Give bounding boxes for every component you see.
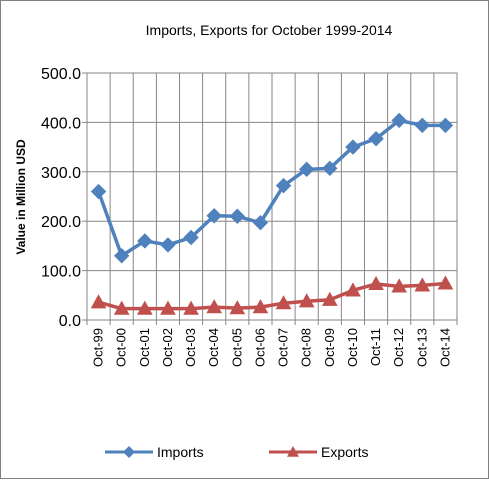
x-tick-label: Oct-01 [137,328,152,367]
series-imports [90,112,454,264]
data-point [345,139,361,155]
data-point [391,278,408,293]
x-tick-label: Oct-10 [345,328,360,367]
y-tick-label: 500.0 [41,66,81,83]
data-point [298,293,315,308]
data-point [160,300,176,315]
data-point [252,299,269,314]
x-tick-label: Oct-09 [322,328,337,367]
data-point [206,208,222,224]
grid [86,72,458,321]
data-point [321,291,338,306]
data-point [229,300,246,315]
series-exports [90,275,454,315]
legend: Imports Exports [105,444,368,460]
y-tick-label: 100.0 [41,264,81,281]
legend-exports-label: Exports [321,444,368,460]
data-point [275,295,292,310]
series-layer [90,112,454,315]
x-tick-label: Oct-14 [437,328,452,367]
data-point [252,214,269,231]
data-point [90,183,107,200]
x-tick-label: Oct-13 [414,328,429,367]
x-tick-label: Oct-11 [368,328,383,366]
data-point [229,208,246,224]
chart-title: Imports, Exports for October 1999-2014 [146,22,393,38]
data-point [183,300,199,315]
data-point [437,117,454,134]
data-point [160,237,176,253]
x-tick-label: Oct-03 [183,328,198,367]
series-line [98,281,446,311]
y-axis-ticks: 0.0 100.0 200.0 300.0 400.0 500.0 [41,66,87,330]
x-tick-label: Oct-00 [114,328,129,367]
x-tick-label: Oct-07 [276,328,291,367]
x-tick-label: Oct-06 [252,328,267,367]
y-axis-label: Value in Million USD [14,139,28,255]
data-point [322,160,338,177]
x-tick-label: Oct-99 [91,328,106,367]
data-point [368,130,384,147]
data-point [183,229,199,246]
data-point [391,112,407,129]
data-point [368,275,384,291]
data-point [90,294,107,309]
x-tick-label: Oct-08 [299,328,314,367]
y-tick-label: 200.0 [41,214,81,231]
data-point [136,300,153,315]
data-point [414,277,431,292]
x-axis-ticks: Oct-99 Oct-00 Oct-01 Oct-02 Oct-03 Oct-04 Oct-… [86,320,458,367]
data-point [345,282,361,297]
data-point [113,300,130,315]
x-tick-label: Oct-12 [391,328,406,367]
data-point [137,233,153,249]
data-point [113,248,130,264]
x-tick-label: Oct-04 [206,328,221,367]
legend-exports-marker [287,446,299,457]
y-tick-label: 0.0 [59,313,81,330]
series-line [96,118,446,258]
x-tick-label: Oct-02 [160,328,175,367]
data-point [275,177,292,194]
data-point [206,299,223,314]
y-tick-label: 300.0 [41,165,81,182]
x-tick-label: Oct-05 [229,328,244,367]
data-point [298,161,315,178]
y-tick-label: 400.0 [41,115,81,132]
data-point [437,275,454,290]
legend-imports-label: Imports [157,444,204,460]
data-point [414,117,431,134]
legend-imports-marker [123,446,135,458]
